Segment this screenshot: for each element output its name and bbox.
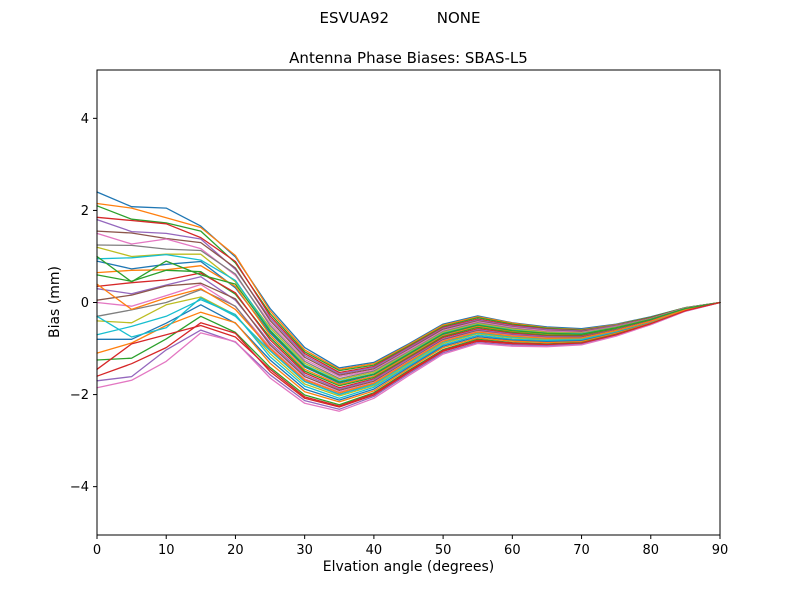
x-tick-label: 20 [227, 543, 244, 558]
x-tick-label: 0 [93, 543, 101, 558]
axes-title: Antenna Phase Biases: SBAS-L5 [289, 49, 528, 67]
x-tick-label: 30 [296, 543, 313, 558]
axes-frame [96, 69, 721, 536]
y-tick-label: 4 [81, 112, 89, 127]
x-tick-label: 80 [643, 543, 660, 558]
x-tick-label: 40 [366, 543, 383, 558]
series-line [96, 283, 721, 394]
y-tick-label: −4 [70, 480, 89, 495]
y-tick-label: 0 [81, 296, 89, 311]
x-tick-label: 10 [158, 543, 175, 558]
series-line [96, 301, 721, 407]
figure-suptitle: ESVUA92 NONE [319, 9, 481, 27]
x-axis-label: Elvation angle (degrees) [322, 559, 495, 575]
x-tick-label: 70 [573, 543, 590, 558]
x-tick-label: 90 [712, 543, 729, 558]
y-tick-label: −2 [70, 388, 89, 403]
y-axis-label: Bias (mm) [47, 265, 63, 339]
series-line [96, 301, 721, 412]
x-tick-label: 50 [435, 543, 452, 558]
series-line [96, 255, 721, 383]
series-line [96, 301, 721, 403]
x-tick-label: 60 [504, 543, 521, 558]
y-tick-label: 2 [81, 204, 89, 219]
